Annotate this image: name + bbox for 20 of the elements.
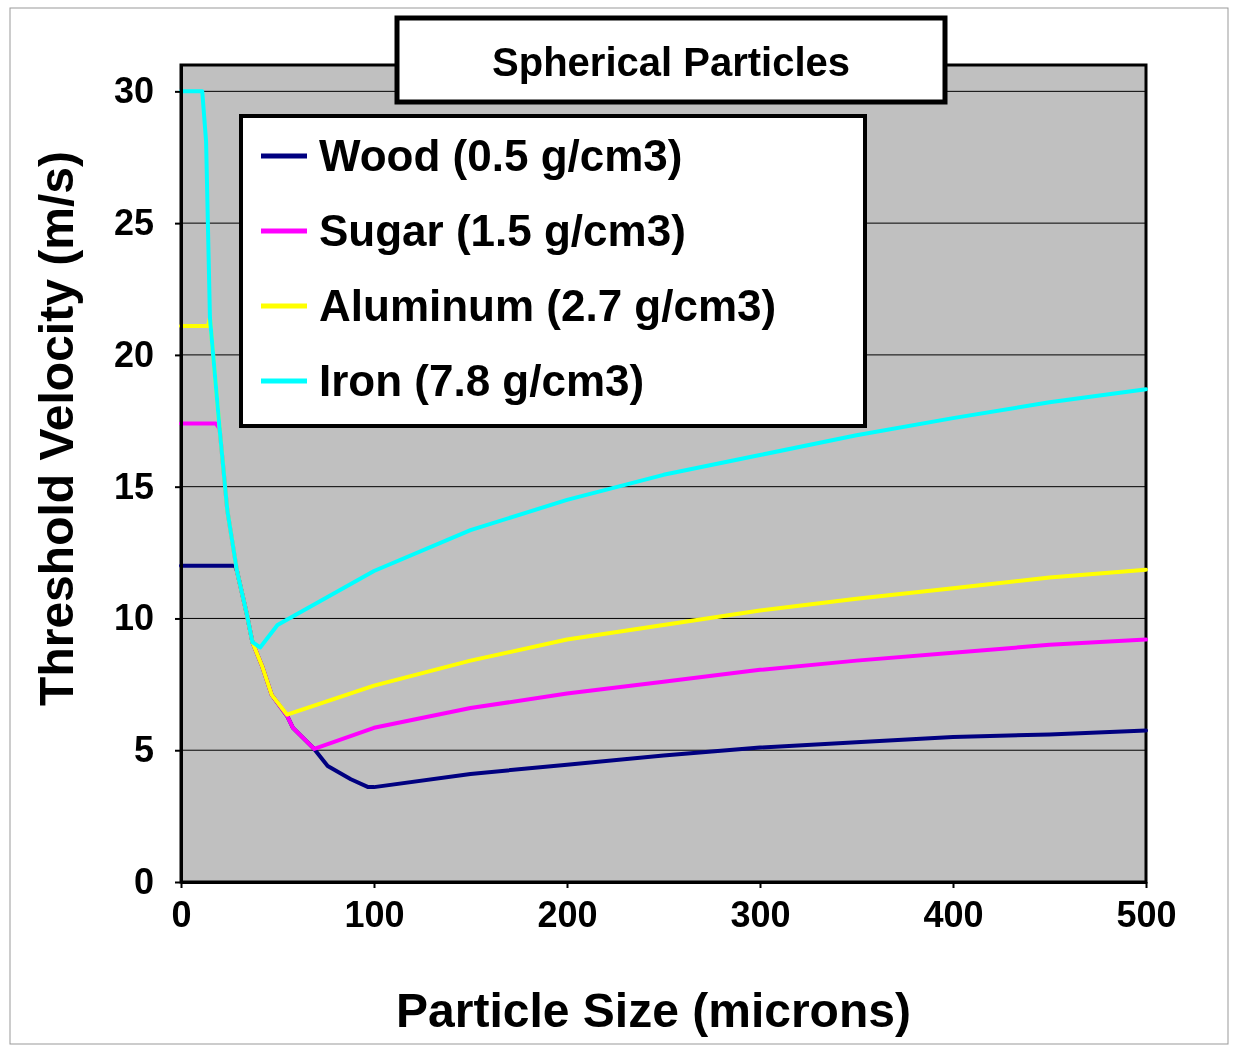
legend-label: Iron (7.8 g/cm3)	[319, 356, 645, 405]
x-tick-label: 100	[344, 894, 405, 935]
legend-label: Sugar (1.5 g/cm3)	[319, 206, 686, 255]
y-tick-label: 0	[133, 861, 154, 903]
y-tick-label: 10	[113, 597, 154, 639]
y-tick-label: 20	[113, 333, 154, 375]
chart-title: Spherical Particles	[492, 40, 850, 84]
y-tick-label: 25	[113, 202, 154, 244]
x-tick-label: 0	[171, 894, 192, 935]
x-tick-label: 200	[537, 894, 598, 935]
y-tick-label: 30	[113, 70, 154, 112]
x-tick-label: 400	[923, 894, 984, 935]
legend-label: Aluminum (2.7 g/cm3)	[319, 281, 777, 330]
x-axis-title: Particle Size (microns)	[396, 984, 911, 1037]
x-tick-label: 300	[730, 894, 791, 935]
y-tick-label: 15	[113, 465, 154, 507]
x-tick-label: 500	[1116, 894, 1177, 935]
y-tick-label: 5	[133, 729, 154, 771]
legend-label: Wood (0.5 g/cm3)	[319, 131, 683, 180]
y-axis-title: Threshold Velocity (m/s)	[30, 151, 83, 706]
